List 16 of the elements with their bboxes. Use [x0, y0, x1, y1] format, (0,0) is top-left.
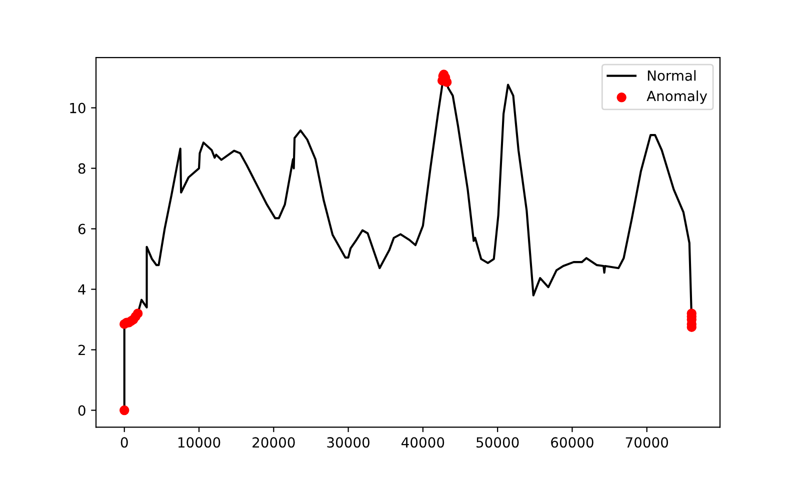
x-tick-label: 30000 — [327, 437, 370, 448]
x-tick-label: 70000 — [626, 437, 668, 448]
y-tick-label: 4 — [78, 284, 86, 295]
legend-label: Anomaly — [646, 90, 708, 104]
x-tick-label: 20000 — [252, 437, 295, 448]
x-tick-label: 0 — [120, 437, 128, 448]
y-tick-label: 10 — [70, 102, 86, 114]
x-tick-label: 60000 — [551, 437, 594, 448]
x-tick-label: 10000 — [178, 437, 220, 448]
y-tick-label: 8 — [78, 163, 86, 174]
legend-label: Normal — [648, 70, 696, 81]
y-tick-label: 2 — [78, 344, 85, 356]
x-tick-label: 50000 — [476, 437, 519, 448]
y-tick-label: 6 — [78, 224, 86, 234]
x-tick-label: 40000 — [402, 437, 444, 448]
y-tick-label: 0 — [78, 405, 86, 416]
